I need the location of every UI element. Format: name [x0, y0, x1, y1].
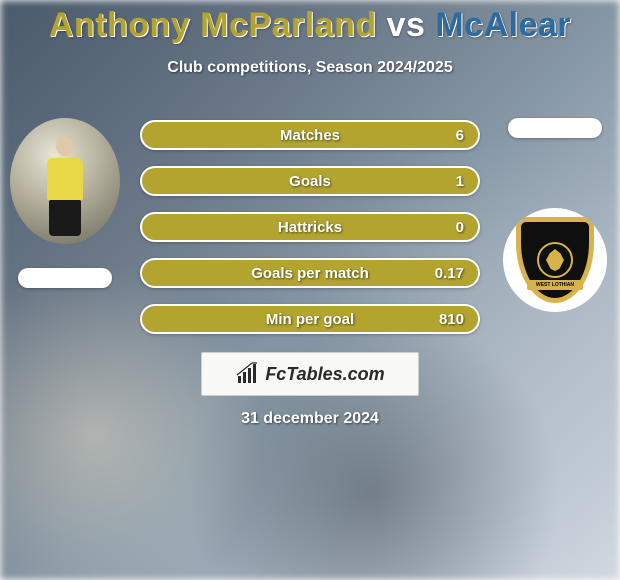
page-title: Anthony McParland vs McAlear	[0, 0, 620, 45]
subtitle: Club competitions, Season 2024/2025	[0, 59, 620, 77]
stat-bar-hattricks: Hattricks 0	[140, 212, 480, 242]
crest-banner: WEST LOTHIAN	[527, 280, 583, 290]
stat-value-p1: 6	[456, 127, 464, 144]
stat-value-p1: 1	[456, 173, 464, 190]
stat-bar-gpm: Goals per match 0.17	[140, 258, 480, 288]
stat-label: Goals per match	[251, 265, 369, 282]
stat-value-p1: 0	[456, 219, 464, 236]
right-column: WEST LOTHIAN	[490, 118, 620, 312]
stat-label: Min per goal	[266, 311, 354, 328]
player1-badge-pill	[18, 268, 112, 288]
stat-label: Goals	[289, 173, 331, 190]
left-column	[0, 118, 130, 288]
stat-bar-matches: Matches 6	[140, 120, 480, 150]
stat-bar-mpg: Min per goal 810	[140, 304, 480, 334]
player2-avatar: WEST LOTHIAN	[503, 208, 607, 312]
stat-bar-goals: Goals 1	[140, 166, 480, 196]
stat-value-p1: 0.17	[435, 265, 464, 282]
club-crest-icon: WEST LOTHIAN	[516, 217, 594, 303]
vs-text: vs	[387, 6, 426, 44]
comparison-card: Anthony McParland vs McAlear Club compet…	[0, 0, 620, 580]
stats-bars: Matches 6 Goals 1 Hattricks 0 Goals per …	[140, 120, 480, 350]
brand-badge: FcTables.com	[201, 352, 419, 396]
stat-value-p1: 810	[439, 311, 464, 328]
player-photo-icon	[38, 136, 92, 236]
stat-label: Hattricks	[278, 219, 342, 236]
bar-chart-icon	[235, 362, 259, 386]
player2-badge-pill	[508, 118, 602, 138]
player2-name: McAlear	[435, 6, 571, 44]
player1-name: Anthony McParland	[49, 6, 377, 44]
date-text: 31 december 2024	[0, 410, 620, 428]
brand-text: FcTables.com	[265, 364, 384, 385]
stat-label: Matches	[280, 127, 340, 144]
player1-avatar	[10, 118, 120, 244]
